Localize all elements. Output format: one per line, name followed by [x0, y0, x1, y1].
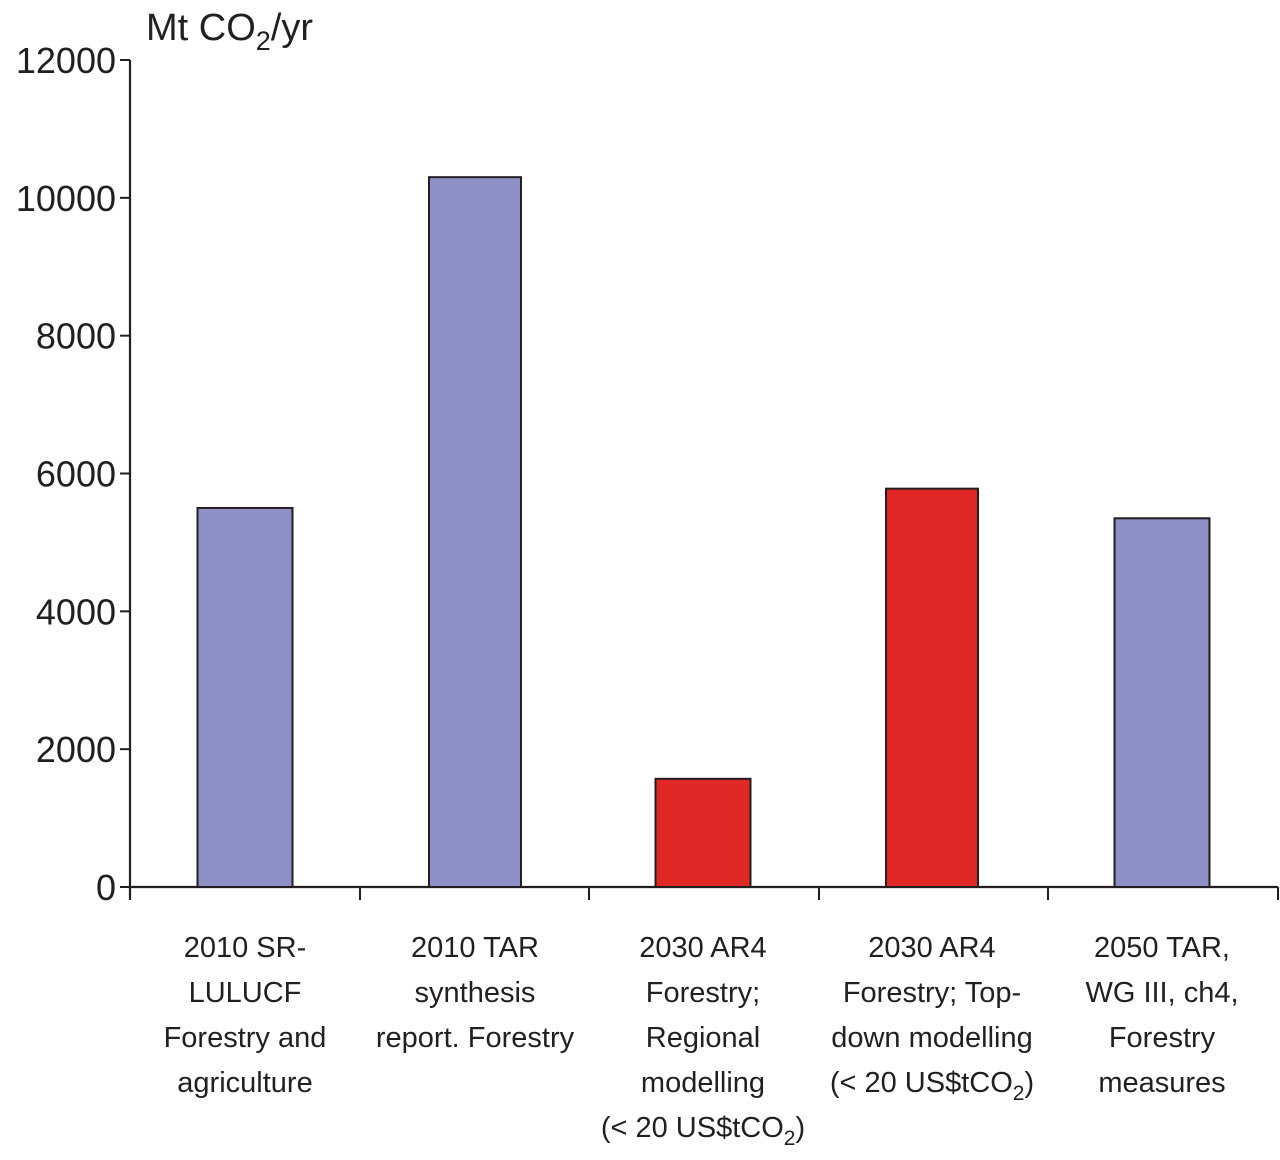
y-tick-label: 8000	[36, 316, 116, 357]
x-category-label: 2010 SR- LULUCF Forestry and agriculture	[164, 932, 327, 1099]
x-category-label-line: (< 20 US$tCO2)	[830, 1067, 1034, 1105]
x-category-label-line: LULUCF	[189, 977, 302, 1009]
x-category-label: 2030 AR4 Forestry; Top-down modelling (< 2…	[830, 932, 1034, 1105]
x-category-label-line: Forestry and	[164, 1022, 327, 1054]
x-category-label-line: Forestry	[1109, 1022, 1216, 1054]
bar	[428, 176, 522, 889]
bar	[196, 506, 294, 888]
axes	[128, 60, 1279, 900]
y-tick-label: 12000	[16, 40, 116, 81]
x-category-label-line: (< 20 US$tCO2)	[601, 1112, 805, 1150]
x-category-label-line: synthesis	[415, 977, 536, 1009]
x-category-label-line: report. Forestry	[376, 1022, 575, 1054]
x-category-label-line: Forestry; Top-	[843, 977, 1021, 1009]
x-category-label-line: 2050 TAR,	[1094, 932, 1230, 964]
x-category-label-line: 2010 SR-	[184, 932, 307, 964]
x-category-label-line: WG III, ch4,	[1085, 977, 1238, 1009]
y-tick-label: 2000	[36, 729, 116, 770]
x-category-label: 2050 TAR, WG III, ch4, Forestry measures	[1085, 932, 1238, 1099]
x-category-label-line: 2030 AR4	[868, 932, 995, 964]
x-category-label-line: agriculture	[177, 1067, 312, 1099]
y-tick-label: 6000	[36, 454, 116, 495]
x-category-label: 2030 AR4 Forestry; Regional modelling (< 20 …	[601, 932, 805, 1150]
x-category-label-line: down modelling	[831, 1022, 1033, 1054]
y-tick-label: 10000	[16, 178, 116, 219]
y-axis-ticks: 0 2000 4000 6000 8000 10000 12000	[16, 40, 130, 908]
bar	[1113, 517, 1211, 888]
x-category-label-line: Regional	[646, 1022, 760, 1054]
bar	[654, 777, 752, 889]
y-tick-label: 0	[96, 867, 116, 908]
x-category-label-line: 2030 AR4	[639, 932, 766, 964]
y-tick-label: 4000	[36, 591, 116, 632]
x-category-label: 2010 TAR synthesis report. Forestry	[376, 932, 575, 1054]
bar	[885, 487, 979, 888]
x-category-label-line: Forestry;	[646, 977, 760, 1009]
bars	[196, 176, 1211, 889]
x-category-label-line: measures	[1098, 1067, 1225, 1099]
x-category-label-line: 2010 TAR	[411, 932, 539, 964]
x-category-label-line: modelling	[641, 1067, 765, 1099]
y-axis-unit-label: Mt CO2/yr	[146, 7, 313, 56]
